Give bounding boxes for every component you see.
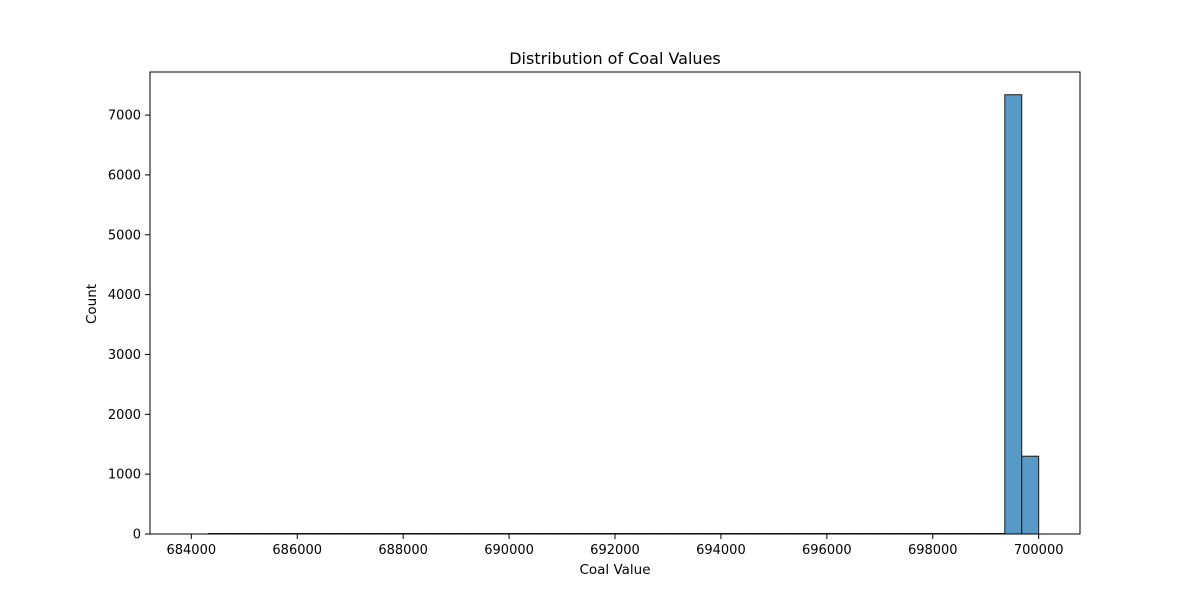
x-tick-label: 686000 — [272, 543, 322, 558]
y-axis: 0 1000 2000 3000 4000 5000 6000 7000 — [108, 109, 150, 543]
y-tick-label: 6000 — [108, 168, 141, 183]
y-tick-label: 5000 — [108, 228, 141, 243]
y-tick-label: 2000 — [108, 408, 141, 423]
x-tick-label: 690000 — [484, 543, 534, 558]
plot-area-frame — [150, 72, 1080, 534]
x-tick-label: 694000 — [696, 543, 746, 558]
x-tick-label: 692000 — [590, 543, 640, 558]
x-tick-label: 700000 — [1014, 543, 1064, 558]
x-tick-label: 684000 — [166, 543, 216, 558]
y-tick-label: 4000 — [108, 288, 141, 303]
x-axis: 684000 686000 688000 690000 692000 694000 6960… — [166, 534, 1063, 558]
y-axis-label: Count — [84, 284, 100, 324]
histogram-bar — [1005, 95, 1022, 534]
x-tick-label: 696000 — [802, 543, 852, 558]
x-tick-label: 698000 — [908, 543, 958, 558]
y-tick-label: 7000 — [108, 109, 141, 124]
y-tick-label: 3000 — [108, 348, 141, 363]
histogram-bar — [1022, 456, 1039, 534]
bars-layer — [208, 95, 1038, 534]
x-axis-label: Coal Value — [579, 562, 650, 578]
chart-title: Distribution of Coal Values — [509, 49, 721, 68]
y-tick-label: 1000 — [108, 468, 141, 483]
y-tick-label: 0 — [133, 528, 141, 543]
x-tick-label: 688000 — [378, 543, 428, 558]
